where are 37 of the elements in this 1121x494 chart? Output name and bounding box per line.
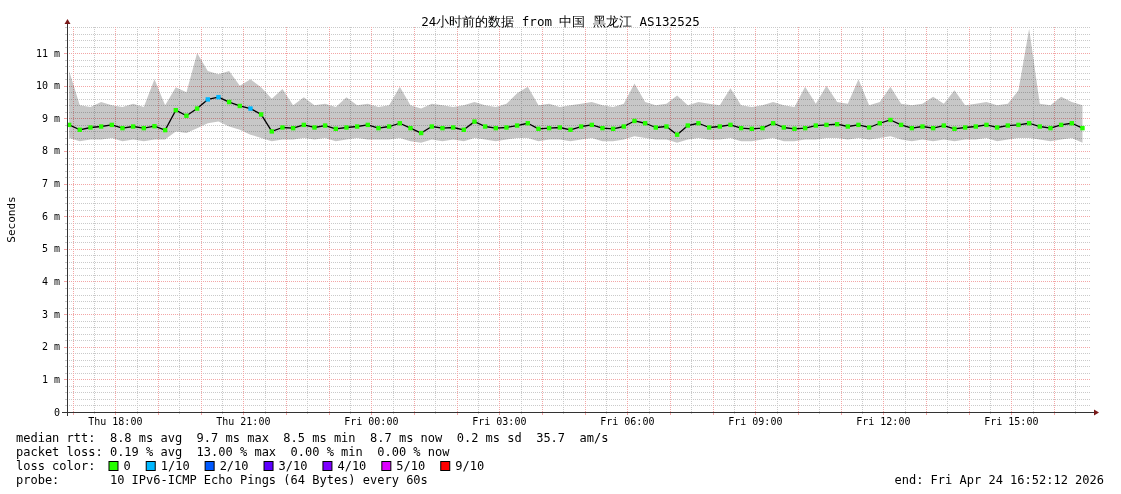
legend-label: 3/10 bbox=[278, 459, 308, 473]
x-tick-label: Thu 21:00 bbox=[216, 415, 271, 427]
y-tick-label: 11 m bbox=[35, 47, 60, 59]
legend-label: 2/10 bbox=[219, 459, 249, 473]
text: probe: 10 IPv6-ICMP Echo Pings (64 Bytes) every 60s bbox=[16, 473, 428, 487]
x-tick-label: Fri 06:00 bbox=[600, 415, 655, 427]
y-tick-label: 7 m bbox=[41, 178, 60, 190]
x-tick-label: Fri 03:00 bbox=[472, 415, 527, 427]
y-tick-label: 8 m bbox=[41, 145, 60, 157]
legend-title: loss color: bbox=[16, 459, 96, 473]
text: packet loss: 0.19 % avg 13.00 % max 0.00 % min 0.00 % now bbox=[16, 445, 451, 459]
point bbox=[205, 97, 210, 102]
x-tick-label: Thu 18:00 bbox=[88, 415, 143, 427]
y-tick-label: 9 m bbox=[41, 112, 60, 124]
point bbox=[216, 94, 221, 100]
y-tick-label: 10 m bbox=[35, 80, 60, 92]
y-tick-label: 4 m bbox=[41, 275, 60, 287]
x-tick-label: Fri 15:00 bbox=[984, 415, 1039, 427]
y-axis-title: Seconds bbox=[4, 196, 18, 243]
text: median rtt: 8.8 ms avg 9.7 ms max 8.5 ms min 8.7 ms now 0.2 ms sd 35.7 am/s bbox=[16, 431, 609, 445]
point bbox=[248, 106, 253, 111]
x-tick-label: Fri 00:00 bbox=[344, 415, 399, 427]
legend-label: 1/10 bbox=[160, 459, 190, 473]
legend-label: 0 bbox=[123, 459, 131, 473]
chart-title: 24小时前的数据 from 中国 黑龙江 AS132525 bbox=[421, 13, 700, 29]
y-tick-label: 6 m bbox=[41, 210, 60, 222]
x-tick-label: Fri 09:00 bbox=[728, 415, 783, 427]
x-tick-label: Fri 12:00 bbox=[856, 415, 911, 427]
legend-label: 4/10 bbox=[337, 459, 367, 473]
y-tick-label: 0 bbox=[53, 406, 60, 418]
text: end: Fri Apr 24 16:52:12 2026 bbox=[894, 473, 1104, 487]
y-tick-label: 5 m bbox=[41, 243, 60, 255]
y-tick-label: 2 m bbox=[41, 341, 60, 353]
legend-label: 5/10 bbox=[396, 459, 426, 473]
y-tick-label: 3 m bbox=[41, 308, 60, 320]
legend-label: 9/10 bbox=[455, 459, 485, 473]
y-tick-label: 1 m bbox=[41, 373, 60, 385]
